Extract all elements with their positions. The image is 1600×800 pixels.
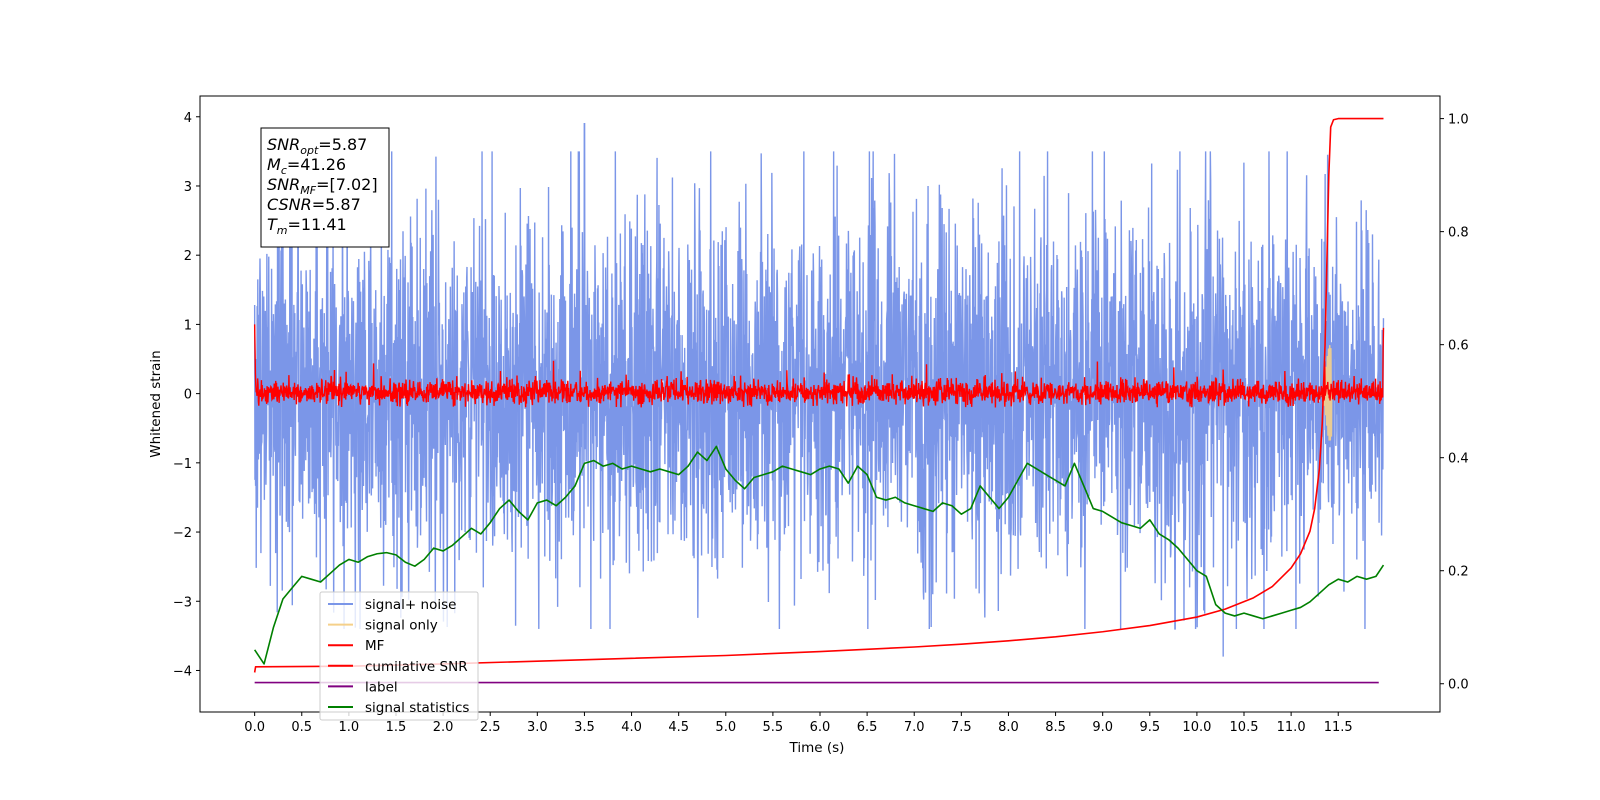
series-layer [253,117,1385,684]
y2-tick-label: 1.0 [1448,113,1469,128]
y-tick-label: 2 [184,249,192,264]
legend-label: signal+ noise [365,597,456,613]
series-cumulative-snr-line [253,117,1384,673]
y-axis-label: Whitened strain [148,350,164,457]
x-tick-label: 3.0 [527,720,548,735]
y2-tick-label: 0.0 [1448,678,1469,693]
x-tick-label: 7.0 [904,720,925,735]
series-mf-line [253,324,1385,408]
x-tick-label: 1.5 [386,720,407,735]
y-tick-label: 1 [184,318,192,333]
x-tick-label: 6.0 [810,720,831,735]
y-tick-label: −1 [173,457,192,472]
x-tick-label: 4.0 [621,720,642,735]
info-box-line: SNRMF=[7.02] [267,175,378,197]
y-tick-label: 0 [184,388,192,403]
x-tick-label: 5.5 [763,720,784,735]
legend-label: MF [365,638,384,654]
x-tick-label: 8.0 [998,720,1019,735]
x-tick-label: 2.5 [480,720,501,735]
y-axis-left: −4 −3 −2 −1 0 1 2 3 4 [173,111,200,679]
legend: signal+ noise signal only MF cumilative SNR… [319,591,479,721]
x-tick-label: 0.5 [291,720,312,735]
y-tick-label: −4 [173,664,192,679]
series-signal-statistics-line [253,445,1385,665]
x-tick-label: 3.5 [574,720,595,735]
y-tick-label: −3 [173,595,192,610]
legend-label: cumilative SNR [365,659,468,675]
x-tick-label: 9.5 [1139,720,1160,735]
y2-tick-label: 0.2 [1448,565,1469,580]
series-signal-noise-line [253,122,1385,657]
x-tick-label: 5.0 [715,720,736,735]
x-tick-label: 4.5 [668,720,689,735]
info-box-line: Tm=11.41 [267,215,347,237]
x-tick-label: 10.0 [1182,720,1211,735]
info-box-line: SNRopt=5.87 [267,135,367,157]
y2-tick-label: 0.8 [1448,226,1469,241]
x-tick-label: 0.0 [244,720,265,735]
legend-label: signal only [365,618,438,634]
y2-tick-label: 0.4 [1448,452,1469,467]
y-tick-label: −2 [173,526,192,541]
info-box-line: CSNR=5.87 [267,195,361,214]
y-axis-right: 0.0 0.2 0.4 0.6 0.8 1.0 [1440,113,1469,693]
legend-frame [319,591,479,721]
y-tick-label: 4 [184,111,192,126]
y2-tick-label: 0.6 [1448,339,1469,354]
legend-label: label [365,679,398,695]
x-tick-label: 8.5 [1045,720,1066,735]
x-tick-label: 9.0 [1092,720,1113,735]
x-tick-label: 7.5 [951,720,972,735]
x-tick-label: 11.5 [1324,720,1353,735]
x-tick-label: 1.0 [339,720,360,735]
x-tick-label: 2.0 [433,720,454,735]
x-axis: 0.0 0.5 1.0 1.5 2.0 2.5 3.0 3.5 4.0 4.5 5.0 5.5 6.0 6… [244,712,1353,735]
info-box-frame [260,127,390,248]
info-box-line: Mc=41.26 [267,155,346,177]
x-tick-label: 11.0 [1277,720,1306,735]
x-tick-label: 10.5 [1230,720,1259,735]
info-box: SNRopt=5.87Mc=41.26SNRMF=[7.02]CSNR=5.87… [260,127,390,248]
x-tick-label: 6.5 [857,720,878,735]
y-tick-label: 3 [184,180,192,195]
legend-label: signal statistics [365,700,469,716]
x-axis-label: Time (s) [789,740,845,756]
